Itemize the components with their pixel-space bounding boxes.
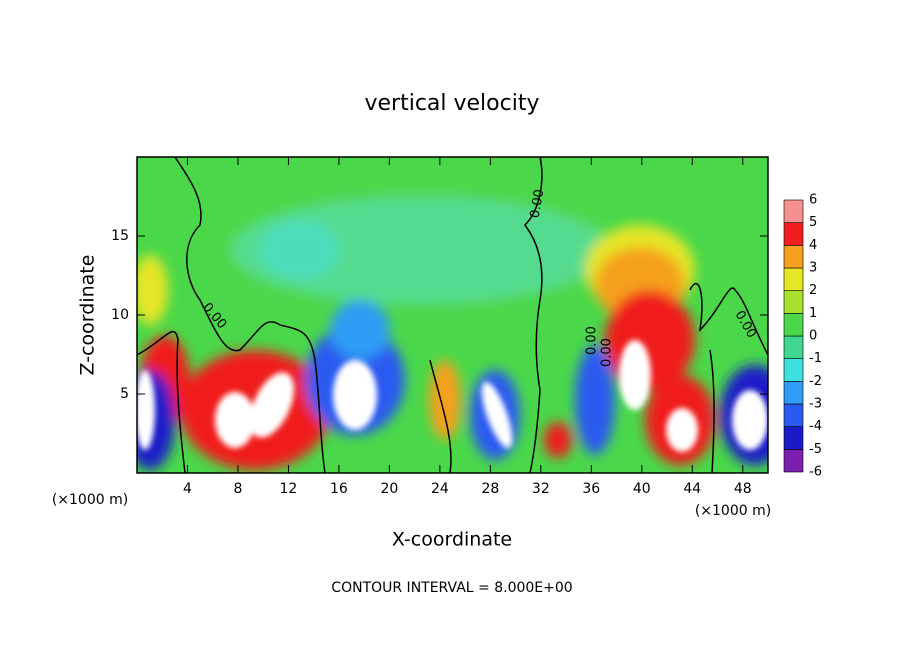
colorbar-label: 6 (809, 193, 817, 208)
x-tick-label: 44 (683, 481, 701, 497)
colorbar-swatch (783, 335, 804, 359)
x-tick-label: 12 (280, 481, 298, 497)
colorbar-swatch (783, 245, 804, 269)
colorbar-swatch (783, 313, 804, 337)
y-tick-label: 5 (120, 386, 129, 402)
x-tick-label: 32 (532, 481, 550, 497)
footer: CONTOUR INTERVAL = 8.000E+00 (331, 580, 572, 596)
x-tick-label: 4 (183, 481, 192, 497)
x-tick-label: 20 (380, 481, 398, 497)
colorbar-swatch (783, 358, 804, 382)
colorbar-label: -1 (809, 351, 822, 366)
colorbar-label: 4 (809, 238, 817, 253)
y-tick-label: 15 (111, 228, 129, 244)
colorbar-label: -2 (809, 374, 822, 389)
colorbar-swatch (783, 199, 804, 223)
colorbar-label: -4 (809, 419, 822, 434)
colorbar-label: -6 (809, 465, 822, 480)
x-tick-label: 36 (582, 481, 600, 497)
x-axis-label: X-coordinate (392, 529, 512, 551)
x-tick-label: 40 (633, 481, 651, 497)
y-axis-label: Z-coordinate (77, 255, 99, 376)
colorbar-swatch (783, 290, 804, 314)
x-tick-label: 24 (431, 481, 449, 497)
colorbar-label: 3 (809, 261, 817, 276)
x-tick-label: 8 (233, 481, 242, 497)
x-tick-label: 48 (734, 481, 752, 497)
contour-label: 0.00 (528, 188, 548, 219)
colorbar-swatch (783, 267, 804, 291)
x-unit-right: (×1000 m) (695, 503, 771, 519)
x-tick-label: 16 (330, 481, 348, 497)
x-unit-left: (×1000 m) (52, 492, 128, 508)
colorbar-swatch (783, 426, 804, 450)
colorbar-label: -5 (809, 442, 822, 457)
colorbar-label: -3 (809, 397, 822, 412)
chart-title: vertical velocity (364, 91, 539, 116)
colorbar-label: 2 (809, 283, 817, 298)
contour-label: 0.00 (600, 338, 615, 367)
colorbar-swatch (783, 222, 804, 246)
colorbar-swatch (783, 381, 804, 405)
contour-field (137, 157, 768, 473)
colorbar-swatch (783, 403, 804, 427)
y-tick-label: 10 (111, 307, 129, 323)
contour-label: 0.00 (585, 326, 600, 355)
colorbar-label: 5 (809, 215, 817, 230)
x-tick-label: 28 (481, 481, 499, 497)
colorbar-label: 1 (809, 306, 817, 321)
colorbar-swatch (783, 449, 804, 473)
colorbar-label: 0 (809, 329, 817, 344)
